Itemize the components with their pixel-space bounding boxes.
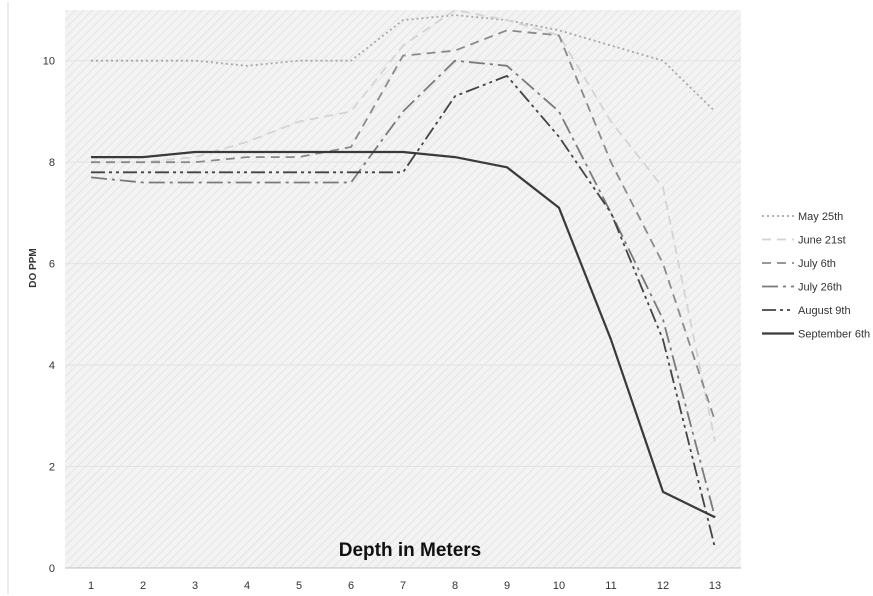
series-line-2: [91, 29, 716, 422]
x-axis-title: Depth in Meters: [339, 540, 482, 561]
x-axis-ticks: 1 2 3 4 5 6 7 8 9 10 11 12 13: [88, 580, 721, 592]
x-tick-label: 4: [244, 580, 250, 592]
series-lines: [90, 9, 716, 548]
x-tick-label: 10: [553, 580, 565, 592]
legend-label: September 6th: [798, 329, 870, 341]
x-tick-label: 3: [192, 580, 198, 592]
series-line-1: [91, 9, 716, 442]
x-tick-label: 8: [452, 580, 458, 592]
legend-label: July 26th: [798, 282, 842, 294]
y-tick-label: 0: [49, 563, 55, 575]
series-line-5: [91, 150, 716, 519]
y-tick-label: 4: [49, 360, 55, 372]
x-tick-label: 12: [657, 580, 669, 592]
x-tick-label: 9: [504, 580, 510, 592]
x-tick-label: 1: [88, 580, 94, 592]
legend-label: July 6th: [798, 258, 836, 270]
y-axis-title: DO PPM: [28, 248, 39, 287]
x-tick-label: 2: [140, 580, 146, 592]
y-tick-label: 8: [49, 157, 55, 169]
x-tick-label: 6: [348, 580, 354, 592]
y-tick-label: 10: [43, 56, 55, 68]
legend-label: June 21st: [798, 235, 846, 247]
legend: May 25th June 21st July 6th July 26th August…: [762, 211, 870, 341]
x-tick-label: 13: [709, 580, 721, 592]
y-axis-ticks: 0 2 4 6 8 10: [43, 56, 55, 575]
plot-area: [65, 10, 741, 568]
legend-label: May 25th: [798, 211, 843, 223]
x-tick-label: 7: [400, 580, 406, 592]
x-tick-label: 11: [605, 580, 616, 592]
series-line-0: [91, 14, 716, 113]
series-line-3: [90, 59, 716, 518]
legend-label: August 9th: [798, 305, 851, 317]
y-tick-label: 6: [49, 259, 55, 271]
x-tick-label: 5: [296, 580, 302, 592]
series-line-4: [91, 75, 716, 548]
y-tick-label: 2: [49, 462, 55, 474]
gridlines: [65, 60, 741, 468]
